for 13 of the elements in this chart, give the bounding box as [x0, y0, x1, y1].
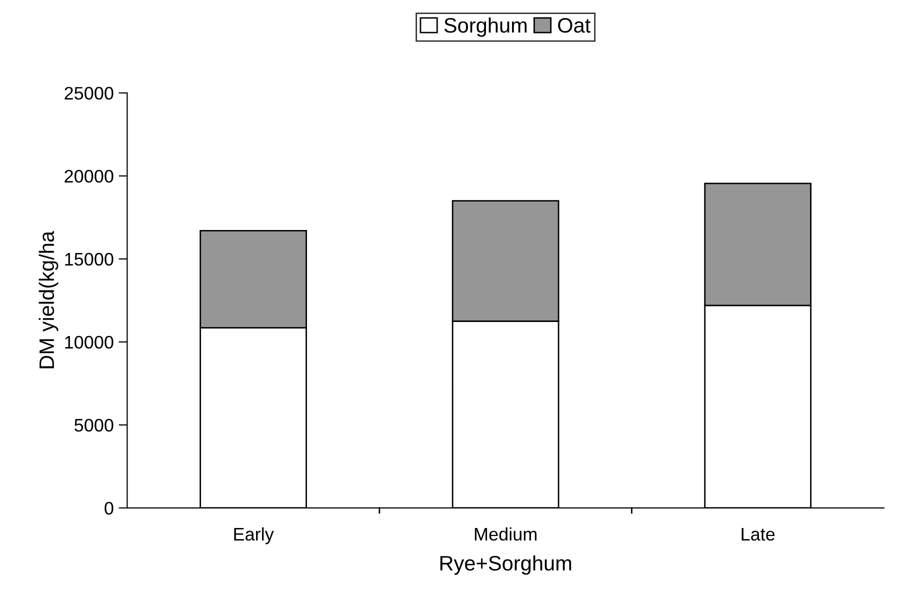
legend-label: Sorghum: [444, 17, 527, 37]
x-tick-label: Early: [234, 527, 274, 544]
y-tick-label: 5000: [74, 418, 114, 432]
x-tick-label: Late: [742, 528, 775, 541]
legend-label: Oat: [558, 18, 591, 33]
y-tick-label: 15000: [65, 252, 114, 266]
x-axis-title: Rye+Sorghum: [440, 555, 572, 575]
y-axis-title: DM yield(kg/ha: [38, 230, 58, 368]
y-tick-label: 25000: [64, 86, 114, 100]
y-tick-label: 20000: [64, 170, 114, 183]
y-tick-label: 10000: [65, 336, 114, 349]
x-tick-label: Medium: [474, 527, 536, 541]
y-tick-label: 0: [104, 502, 114, 515]
